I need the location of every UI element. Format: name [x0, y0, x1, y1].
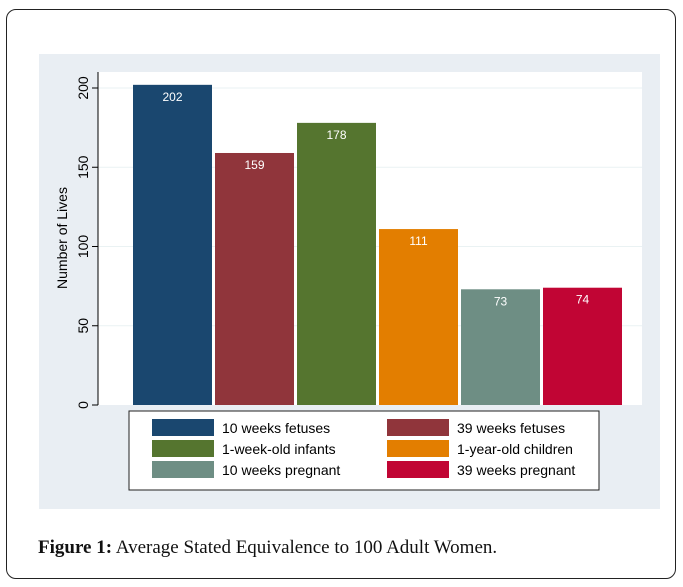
y-axis-label: Number of Lives — [54, 187, 70, 289]
bar-data-label: 178 — [326, 128, 346, 142]
y-tick-label: 0 — [75, 401, 91, 409]
legend-swatch — [387, 461, 449, 478]
y-tick-label: 50 — [75, 318, 91, 334]
chart-area: 0 50 100 150 200 202 159 178 111 73 74 Number of … — [39, 54, 660, 509]
bar — [297, 122, 376, 406]
y-tick-label: 100 — [75, 235, 91, 259]
bar-data-label: 73 — [494, 294, 508, 308]
bar — [215, 152, 294, 405]
caption-text: Average Stated Equivalence to 100 Adult … — [112, 537, 498, 558]
bar — [133, 84, 212, 405]
legend-entry: 10 weeks pregnant — [222, 462, 340, 478]
bar-data-label: 202 — [162, 90, 182, 104]
bar-chart: 0 50 100 150 200 202 159 178 111 73 74 Number of … — [54, 72, 642, 491]
y-tick-label: 200 — [75, 76, 91, 100]
legend-entry: 39 weeks fetuses — [457, 420, 565, 436]
legend-entry: 1-year-old children — [457, 441, 573, 457]
bars: 202 159 178 111 73 74 — [133, 84, 622, 406]
bar-data-label: 74 — [576, 293, 590, 307]
legend-swatch — [387, 419, 449, 436]
legend-entry: 10 weeks fetuses — [222, 420, 330, 436]
legend-swatch — [152, 419, 214, 436]
bar — [379, 229, 458, 405]
figure-caption: Figure 1: Average Stated Equivalence to … — [38, 537, 497, 559]
legend-entry: 39 weeks pregnant — [457, 462, 575, 478]
bar — [461, 289, 540, 405]
legend-swatch — [152, 440, 214, 457]
legend-swatch — [152, 461, 214, 478]
legend: 10 weeks fetuses 39 weeks fetuses 1-week-o… — [128, 410, 600, 491]
figure-frame: 0 50 100 150 200 202 159 178 111 73 74 Number of … — [6, 9, 676, 579]
y-tick-label: 150 — [75, 155, 91, 179]
bar-data-label: 111 — [409, 234, 428, 248]
caption-label: Figure 1: — [38, 537, 113, 558]
y-axis-ticks: 0 50 100 150 200 — [75, 76, 98, 409]
bar — [543, 287, 622, 405]
bar-data-label: 159 — [244, 158, 264, 172]
legend-swatch — [387, 440, 449, 457]
legend-entry: 1-week-old infants — [222, 441, 336, 457]
